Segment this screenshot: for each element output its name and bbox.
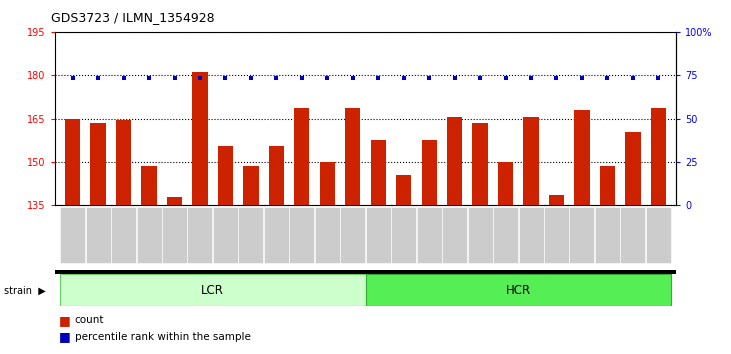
Bar (218, 146, 233, 205)
Bar (544, 207, 569, 263)
Bar (60, 274, 366, 306)
Text: GDS3723 / ILMN_1354928: GDS3723 / ILMN_1354928 (51, 11, 215, 24)
Bar (116, 120, 132, 205)
Bar (294, 108, 309, 205)
Bar (422, 140, 437, 205)
Bar (472, 123, 488, 205)
Bar (315, 207, 340, 263)
Bar (269, 146, 284, 205)
Bar (192, 72, 208, 205)
Bar (396, 175, 412, 205)
Bar (341, 207, 366, 263)
Bar (442, 207, 467, 263)
Bar (417, 207, 442, 263)
Bar (575, 110, 590, 205)
Bar (238, 207, 263, 263)
Text: ■: ■ (58, 314, 70, 327)
Bar (187, 207, 213, 263)
Bar (646, 207, 671, 263)
Bar (345, 108, 360, 205)
Bar (366, 207, 390, 263)
Text: strain  ▶: strain ▶ (4, 285, 45, 295)
Bar (243, 166, 259, 205)
Bar (518, 207, 544, 263)
Bar (167, 197, 182, 205)
Bar (625, 132, 640, 205)
Bar (111, 207, 136, 263)
Bar (493, 207, 518, 263)
Bar (289, 207, 314, 263)
Bar (264, 207, 289, 263)
Bar (549, 195, 564, 205)
Bar (468, 207, 493, 263)
Bar (621, 207, 645, 263)
Bar (319, 162, 335, 205)
Text: ■: ■ (58, 331, 70, 343)
Bar (91, 123, 106, 205)
Bar (569, 207, 594, 263)
Bar (65, 119, 80, 205)
Bar (213, 207, 238, 263)
Bar (162, 207, 187, 263)
Bar (651, 108, 666, 205)
Text: percentile rank within the sample: percentile rank within the sample (75, 332, 251, 342)
Bar (366, 274, 671, 306)
Bar (447, 117, 462, 205)
Bar (60, 207, 85, 263)
Text: LCR: LCR (201, 284, 224, 297)
Bar (599, 166, 615, 205)
Bar (595, 207, 620, 263)
Text: HCR: HCR (506, 284, 531, 297)
Bar (137, 207, 162, 263)
Bar (523, 117, 539, 205)
Bar (371, 140, 386, 205)
Bar (498, 162, 513, 205)
Text: count: count (75, 315, 104, 325)
Bar (86, 207, 110, 263)
Bar (391, 207, 416, 263)
Bar (141, 166, 156, 205)
